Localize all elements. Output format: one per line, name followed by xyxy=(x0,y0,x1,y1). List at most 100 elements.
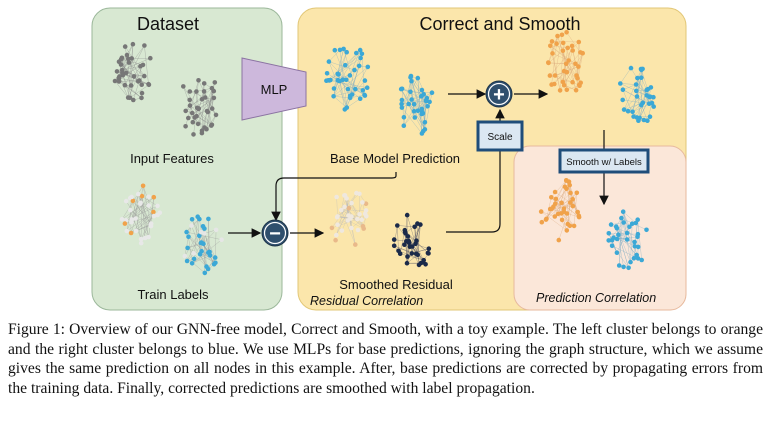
graph-node xyxy=(151,209,156,215)
graph-node xyxy=(131,97,136,103)
graph-node xyxy=(552,73,558,78)
graph-node xyxy=(186,115,191,121)
graph-node xyxy=(570,196,575,202)
graph-node xyxy=(142,43,147,48)
graph-node xyxy=(117,74,122,79)
graph-node xyxy=(346,205,352,211)
graph-node xyxy=(560,79,566,85)
graph-node xyxy=(647,114,653,119)
graph-node xyxy=(609,243,615,249)
graph-node xyxy=(576,39,582,45)
smooth-labels-label: Smooth w/ Labels xyxy=(566,157,642,168)
graph-node xyxy=(365,64,371,70)
graph-node xyxy=(559,32,565,38)
flow-arrows xyxy=(228,89,609,238)
graph-node xyxy=(355,227,361,233)
graph-node xyxy=(151,194,157,200)
train-cluster-left xyxy=(119,183,163,246)
graph-node xyxy=(549,39,555,44)
graph-node xyxy=(347,73,353,78)
graph-node xyxy=(195,121,201,127)
graph-node xyxy=(352,67,357,73)
graph-node xyxy=(415,221,420,226)
graph-node xyxy=(408,89,413,95)
graph-node xyxy=(331,94,336,99)
mlp-block xyxy=(241,57,307,121)
graph-node xyxy=(139,82,144,87)
graph-node xyxy=(574,190,580,196)
graph-node xyxy=(146,194,151,200)
graph-node xyxy=(565,45,570,51)
graph-node xyxy=(620,209,626,214)
graph-node xyxy=(194,105,200,111)
graph-node xyxy=(335,222,340,227)
graph-node xyxy=(395,223,400,228)
graph-node xyxy=(564,30,569,35)
graph-node xyxy=(205,109,211,115)
graph-node xyxy=(206,250,211,255)
final-cluster-left xyxy=(538,178,582,243)
graph-node xyxy=(183,108,188,114)
graph-node xyxy=(190,119,196,125)
graph-node xyxy=(155,203,160,209)
graph-node xyxy=(412,115,418,120)
graph-node xyxy=(148,55,153,61)
graph-node xyxy=(151,213,157,219)
base-cluster-right xyxy=(398,73,435,136)
graph-node xyxy=(138,200,143,206)
graph-node xyxy=(552,189,558,195)
graph-node xyxy=(416,262,422,268)
graph-node xyxy=(575,76,580,81)
graph-node xyxy=(363,201,369,206)
graph-node xyxy=(342,193,348,198)
graph-node xyxy=(329,225,335,231)
graph-node xyxy=(559,217,565,223)
graph-node xyxy=(135,79,141,84)
graph-node xyxy=(360,224,366,229)
graph-node xyxy=(576,213,582,218)
corrected-cluster-right xyxy=(618,65,656,123)
graph-node xyxy=(639,67,644,73)
graph-node xyxy=(337,47,343,53)
graph-node xyxy=(326,59,332,64)
graph-node xyxy=(613,224,619,229)
graph-node xyxy=(356,63,362,69)
graph-node xyxy=(404,260,410,266)
graph-node xyxy=(426,246,432,251)
graph-node xyxy=(621,264,626,270)
graph-node xyxy=(139,95,144,101)
graph-node xyxy=(183,124,188,129)
graph-node xyxy=(133,216,138,221)
graph-node xyxy=(189,223,194,228)
graph-node xyxy=(112,78,118,84)
graph-node xyxy=(363,208,369,213)
scale-label: Scale xyxy=(487,132,512,143)
graph-node xyxy=(568,190,573,196)
train-cluster-right xyxy=(182,214,224,276)
graph-node xyxy=(211,95,217,101)
graph-node xyxy=(570,203,576,209)
graph-node xyxy=(399,105,405,110)
graph-node xyxy=(202,270,208,276)
graph-node xyxy=(209,106,215,111)
graph-node xyxy=(213,227,219,233)
graph-node xyxy=(549,195,554,200)
graph-node xyxy=(191,251,196,256)
graph-node xyxy=(564,87,570,93)
final-cluster-right xyxy=(606,209,649,271)
graph-node xyxy=(213,112,219,118)
graph-node xyxy=(560,48,566,53)
graph-node xyxy=(204,126,209,132)
graph-node xyxy=(635,244,641,250)
graph-node xyxy=(634,88,639,94)
graph-node xyxy=(619,215,624,221)
graph-node xyxy=(360,200,365,205)
graph-node xyxy=(201,81,207,86)
graph-node xyxy=(401,123,407,128)
graph-node xyxy=(139,193,145,199)
graph-node xyxy=(357,47,363,53)
graph-node xyxy=(560,40,566,46)
graph-node xyxy=(631,255,637,261)
graph-node xyxy=(628,259,633,265)
graph-node xyxy=(209,123,214,128)
